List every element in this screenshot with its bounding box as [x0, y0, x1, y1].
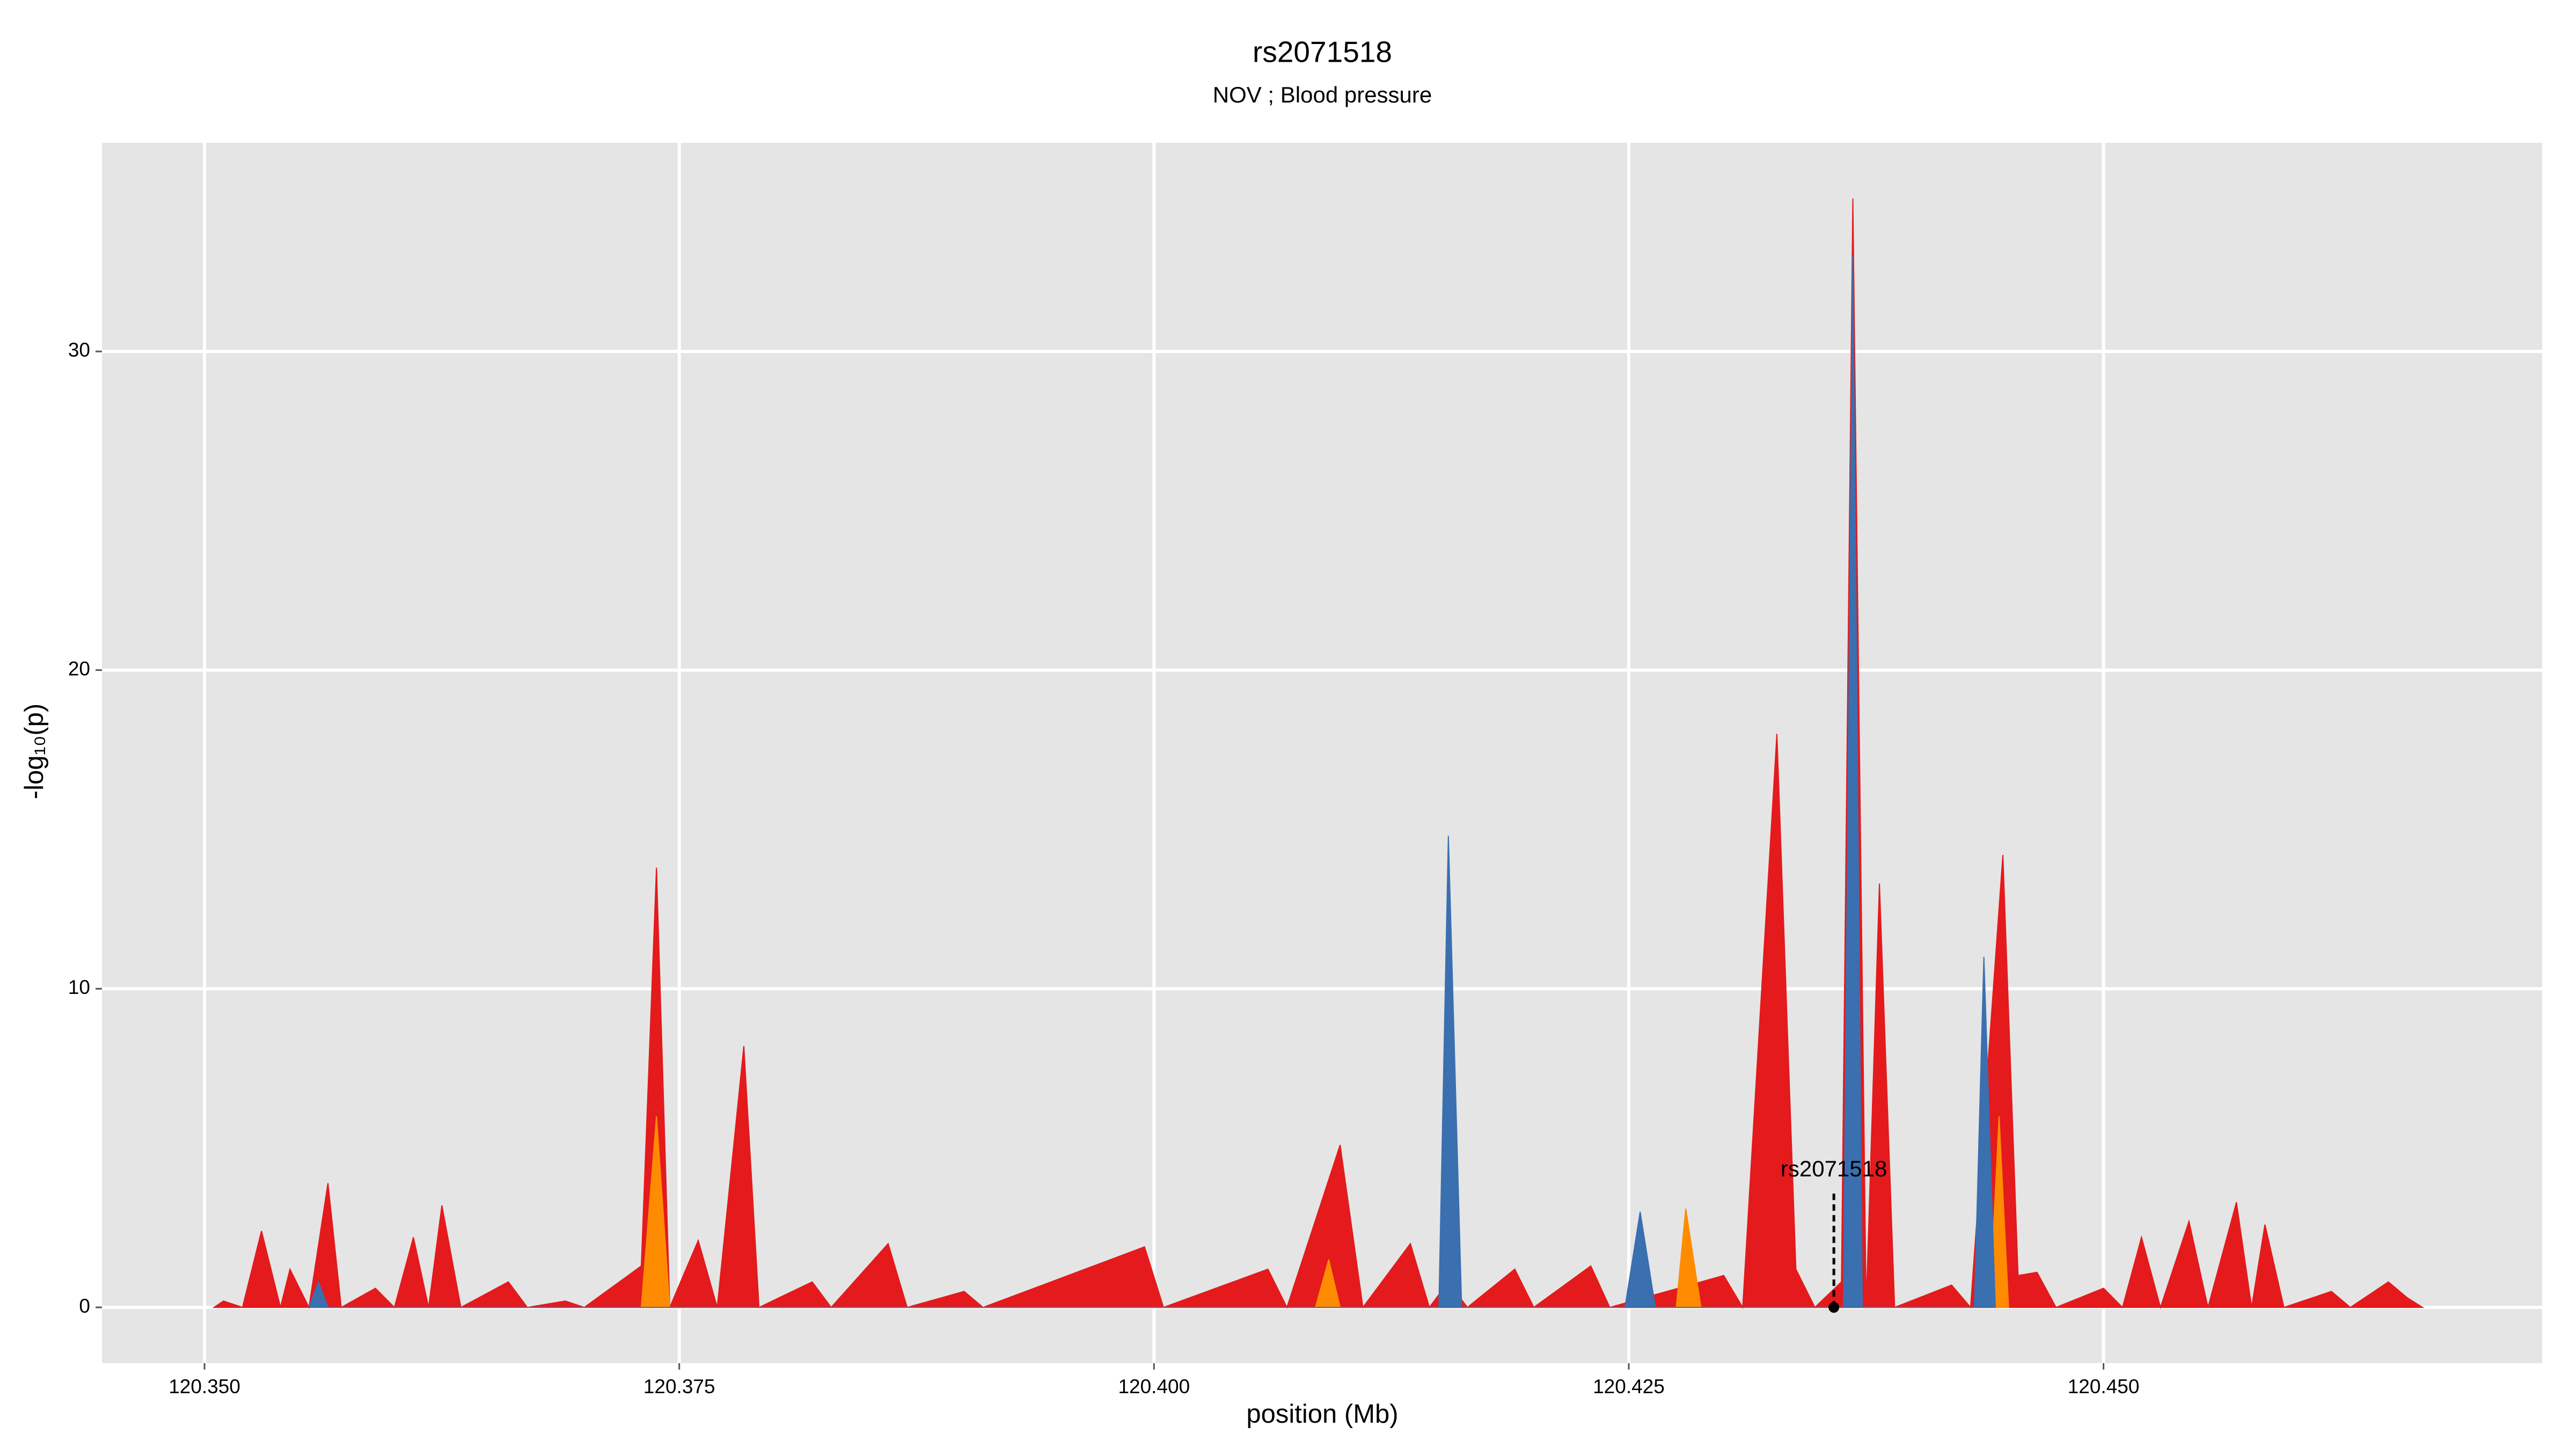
area-series: [308, 255, 1996, 1308]
y-tick-label: 0: [79, 1295, 90, 1317]
y-tick-label: 30: [68, 339, 90, 361]
plot-panel: [102, 143, 2542, 1363]
y-tick-label: 10: [68, 976, 90, 998]
x-tick-label: 120.450: [2068, 1375, 2140, 1397]
chart-title: rs2071518: [1253, 35, 1392, 69]
x-tick-label: 120.350: [169, 1375, 240, 1397]
x-tick-label: 120.400: [1118, 1375, 1190, 1397]
chart-subtitle: NOV ; Blood pressure: [1213, 82, 1432, 107]
annotation-point: [1828, 1302, 1840, 1313]
x-axis-label: position (Mb): [1246, 1400, 1398, 1429]
y-axis-label: -log₁₀(p): [20, 704, 49, 799]
x-tick-label: 120.425: [1593, 1375, 1665, 1397]
y-tick-label: 20: [68, 657, 90, 679]
annotation-label: rs2071518: [1781, 1156, 1887, 1181]
area-series: [212, 198, 2425, 1309]
x-tick-label: 120.375: [643, 1375, 715, 1397]
